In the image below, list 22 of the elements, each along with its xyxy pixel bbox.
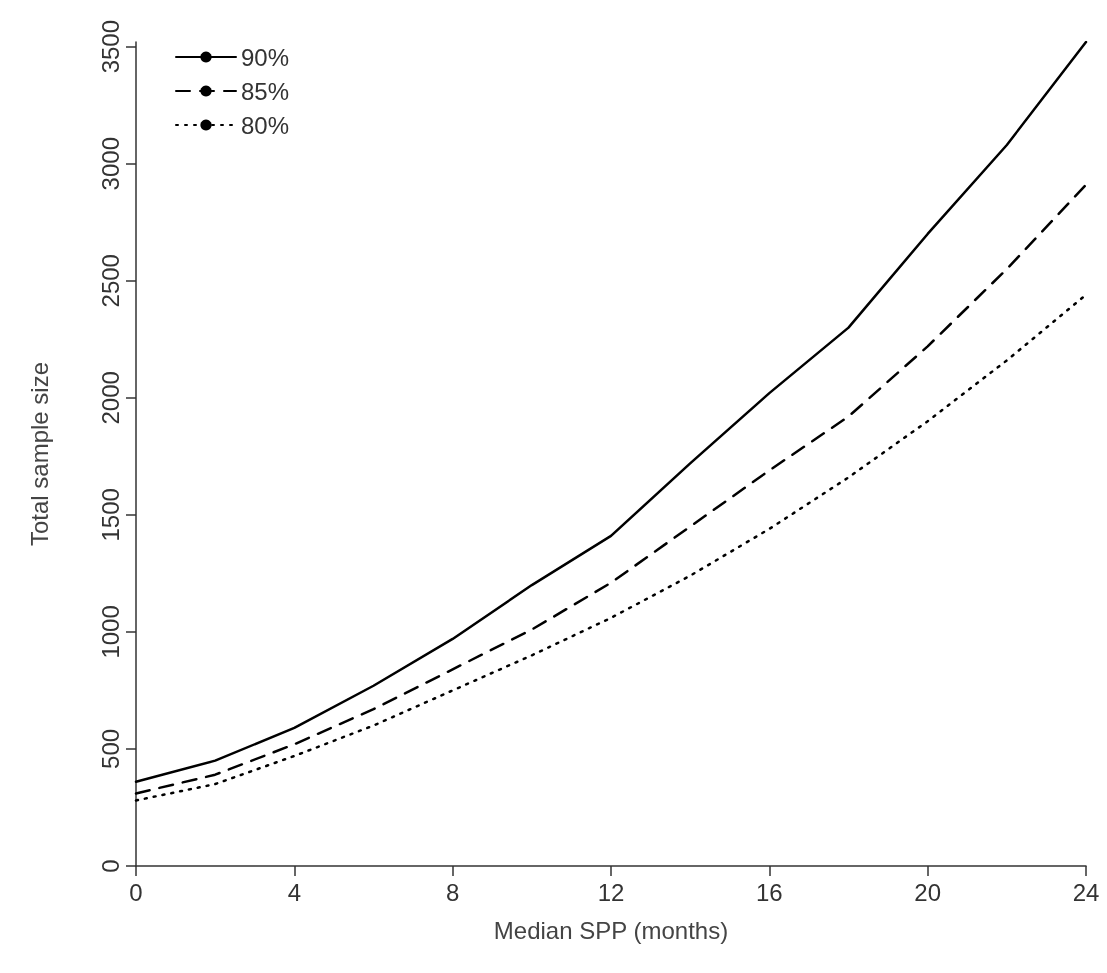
y-tick-label: 3500 [96, 19, 124, 74]
y-tick-label: 2500 [96, 254, 124, 308]
y-tick-label: 2000 [96, 371, 124, 425]
y-tick-label: 0 [96, 859, 124, 873]
y-tick-label: 3000 [96, 137, 124, 191]
y-tick-label: 1000 [96, 605, 124, 659]
x-axis-title: Median SPP (months) [493, 916, 729, 944]
line-series [134, 183, 1088, 795]
x-tick-label: 12 [597, 878, 625, 906]
legend-label: 85% [241, 77, 290, 105]
x-tick-label: 24 [1072, 878, 1100, 906]
x-tick-label: 0 [129, 878, 143, 906]
x-tick-label: 4 [287, 878, 302, 906]
legend-label: 90% [241, 43, 290, 71]
x-tick-label: 16 [755, 878, 783, 906]
y-tick-label: 1500 [96, 488, 124, 542]
legend-label: 80% [241, 111, 290, 139]
x-tick-label: 20 [914, 878, 942, 906]
y-axis-title: Total sample size [25, 361, 53, 547]
y-tick-label: 500 [96, 728, 124, 769]
x-tick-label: 8 [445, 878, 460, 906]
line-series [134, 40, 1088, 783]
